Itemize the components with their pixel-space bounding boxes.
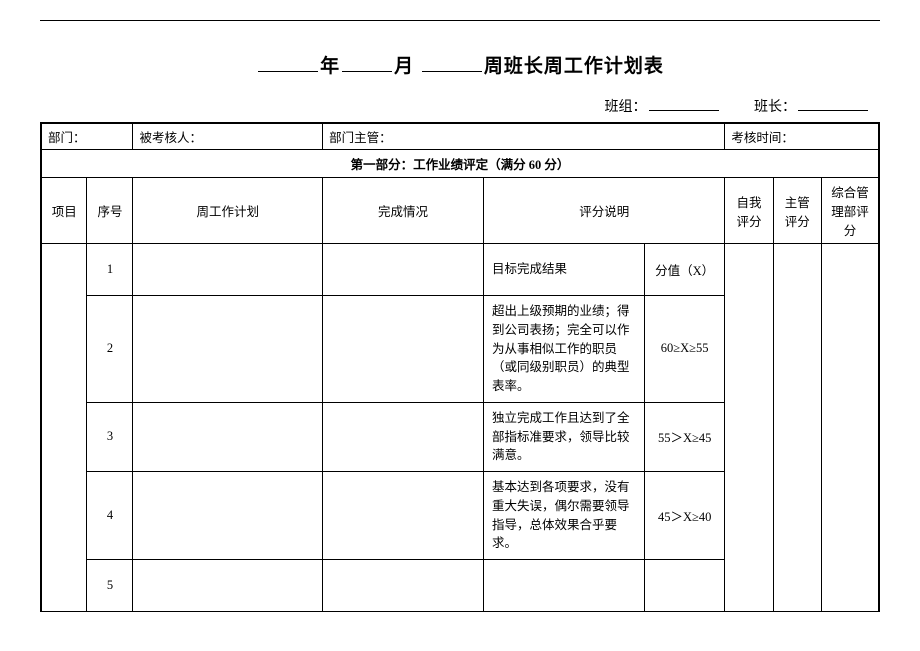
row-score: 55＞X≥45 [644, 402, 724, 471]
page-title: 年 月 周班长周工作计划表 [40, 51, 880, 78]
row-done [323, 560, 484, 612]
row-score: 分值（X） [644, 244, 724, 296]
sub-header: 班组： 班长： [40, 96, 880, 116]
item-merged [41, 244, 87, 612]
col-item: 项目 [41, 178, 87, 244]
col-sup: 主管评分 [773, 178, 821, 244]
row-done [323, 244, 484, 296]
section1-cell: 第一部分：工作业绩评定（满分 60 分） [41, 150, 879, 178]
row-plan [133, 560, 323, 612]
row-desc: 超出上级预期的业绩；得到公司表扬；完全可以作为从事相似工作的职员（或同级别职员）… [484, 296, 645, 403]
row-desc: 目标完成结果 [484, 244, 645, 296]
row-no: 5 [87, 560, 133, 612]
row-no: 1 [87, 244, 133, 296]
section-row: 第一部分：工作业绩评定（满分 60 分） [41, 150, 879, 178]
row-score: 60≥X≥55 [644, 296, 724, 403]
year-label: 年 [320, 56, 340, 77]
leader-blank [798, 97, 868, 111]
dept-cell: 部门： [41, 123, 133, 150]
leader-label: 班长： [754, 100, 796, 115]
column-headers: 项目 序号 周工作计划 完成情况 评分说明 自我评分 主管评分 综合管理部评分 [41, 178, 879, 244]
col-self: 自我评分 [725, 178, 773, 244]
week-blank [422, 53, 482, 72]
plan-table: 部门： 被考核人： 部门主管： 考核时间： 第一部分：工作业绩评定（满分 60 … [40, 122, 880, 612]
month-label: 月 [394, 56, 414, 77]
row-desc: 基本达到各项要求，没有重大失误，偶尔需要领导指导，总体效果合乎要求。 [484, 472, 645, 560]
row-done [323, 296, 484, 403]
supervisor-cell: 部门主管： [323, 123, 725, 150]
row-score: 45＞X≥40 [644, 472, 724, 560]
row-done [323, 402, 484, 471]
col-no: 序号 [87, 178, 133, 244]
row-plan [133, 296, 323, 403]
month-blank [342, 53, 392, 72]
row-done [323, 472, 484, 560]
row-desc: 独立完成工作且达到了全部指标准要求，领导比较满意。 [484, 402, 645, 471]
year-blank [258, 53, 318, 72]
title-text: 周班长周工作计划表 [484, 56, 664, 77]
team-blank [649, 97, 719, 111]
row-desc [484, 560, 645, 612]
col-mgmt: 综合管理部评分 [821, 178, 879, 244]
row-no: 3 [87, 402, 133, 471]
team-label: 班组： [605, 100, 647, 115]
assessee-cell: 被考核人： [133, 123, 323, 150]
row-score [644, 560, 724, 612]
row-plan [133, 402, 323, 471]
row-no: 2 [87, 296, 133, 403]
top-divider [40, 20, 880, 21]
self-merged [725, 244, 773, 612]
row-plan [133, 472, 323, 560]
time-cell: 考核时间： [725, 123, 879, 150]
row-no: 4 [87, 472, 133, 560]
mgmt-merged [821, 244, 879, 612]
table-row: 1 目标完成结果 分值（X） [41, 244, 879, 296]
col-desc: 评分说明 [484, 178, 725, 244]
sup-merged [773, 244, 821, 612]
col-done: 完成情况 [323, 178, 484, 244]
info-row: 部门： 被考核人： 部门主管： 考核时间： [41, 123, 879, 150]
row-plan [133, 244, 323, 296]
col-plan: 周工作计划 [133, 178, 323, 244]
